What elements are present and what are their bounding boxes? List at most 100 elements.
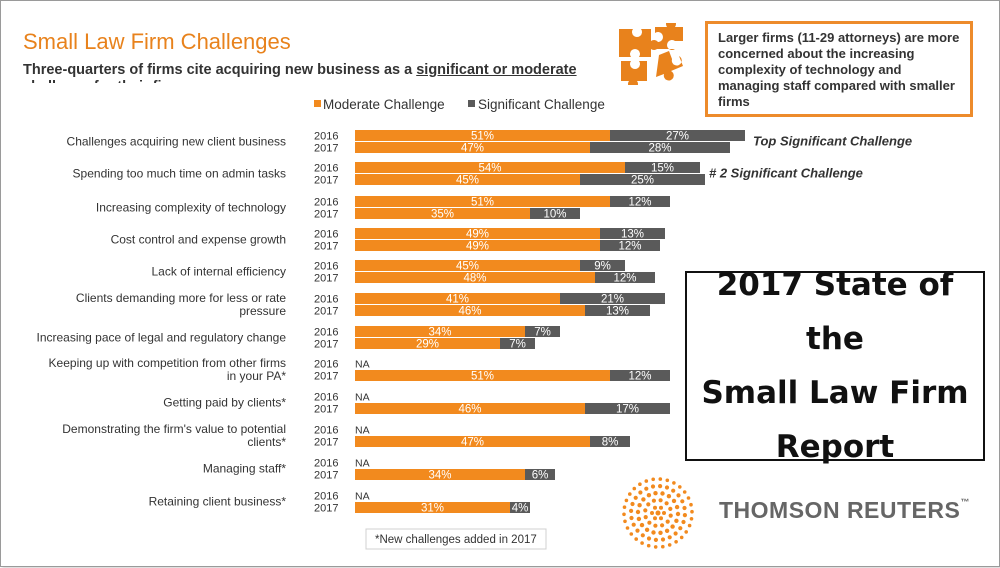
logo-dot <box>643 515 648 520</box>
data-label-significant: 17% <box>616 404 639 416</box>
logo-dot <box>678 485 682 489</box>
subtitle-part1: Three-quarters of firms cite acquiring n… <box>23 62 417 78</box>
category-label: Keeping up with competition from other f… <box>49 356 286 370</box>
logo-dot <box>659 505 663 510</box>
logo-dot <box>644 527 650 532</box>
year-tick-label: 2016 <box>314 327 338 339</box>
bar-moderate <box>355 196 610 207</box>
bar-significant <box>610 130 745 141</box>
legend-label-moderate: Moderate Challenge <box>323 97 445 112</box>
bar-moderate <box>355 305 585 316</box>
year-tick-label: 2017 <box>314 209 338 221</box>
year-tick-label: 2016 <box>314 425 338 437</box>
bar-moderate <box>355 228 600 239</box>
bar-significant <box>610 370 670 381</box>
year-tick-label: 2016 <box>314 261 338 273</box>
data-label-significant: 27% <box>666 131 689 143</box>
bar-moderate <box>355 208 530 219</box>
year-tick-label: 2017 <box>314 437 338 449</box>
category-label: Spending too much time on admin tasks <box>73 167 286 181</box>
logo-dot <box>678 526 683 531</box>
logo-dot <box>647 520 652 525</box>
bar-moderate <box>355 338 500 349</box>
logo-dot <box>670 524 675 529</box>
logo-dot <box>631 522 636 527</box>
bar-moderate <box>355 142 590 153</box>
bar-significant <box>560 293 665 304</box>
logo-dot <box>689 502 693 507</box>
logo-dot <box>684 530 688 534</box>
logo-dot <box>668 513 673 518</box>
bar-significant <box>585 403 670 414</box>
logo-dot <box>660 537 666 542</box>
logo-dot <box>634 537 638 541</box>
puzzle-icon <box>619 23 683 85</box>
category-label: Cost control and expense growth <box>111 233 286 247</box>
logo-dot <box>660 523 665 528</box>
data-label-significant: 15% <box>651 163 674 175</box>
logo-dot <box>653 545 658 549</box>
logo-dot <box>658 484 663 489</box>
logo-dot <box>674 504 680 510</box>
logo-dot <box>629 515 634 521</box>
legend-swatch-moderate <box>314 100 321 107</box>
legend-swatch-significant <box>468 100 475 107</box>
data-label-significant: 12% <box>618 241 641 253</box>
year-tick-label: 2017 <box>314 306 338 318</box>
data-label-moderate: 47% <box>461 143 484 155</box>
logo-dot <box>680 499 685 504</box>
logo-dot <box>633 495 638 500</box>
bar-significant <box>525 469 555 480</box>
bar-moderate <box>355 502 510 513</box>
logo-dot <box>676 493 681 498</box>
year-tick-label: 2017 <box>314 503 338 515</box>
logo-dot <box>628 492 632 496</box>
year-tick-label: 2016 <box>314 392 338 404</box>
category-label: pressure <box>239 304 286 318</box>
logo-dot <box>679 535 684 540</box>
data-label-moderate: 45% <box>456 261 479 273</box>
category-label: Retaining client business* <box>149 495 287 509</box>
footnote-text: *New challenges added in 2017 <box>375 534 537 546</box>
logo-dot <box>622 512 626 517</box>
bar-significant <box>500 338 535 349</box>
data-label-moderate: 45% <box>456 175 479 187</box>
logo-dot <box>674 540 678 544</box>
footnote-box <box>365 528 547 550</box>
logo-dot <box>637 503 642 508</box>
brand-text: THOMSON REUTERS <box>719 497 961 523</box>
data-label-significant: 7% <box>509 339 526 351</box>
logo-dot <box>689 517 694 521</box>
logo-dot <box>646 502 651 507</box>
report-title: 2017 State of the Small Law Firm Report <box>695 258 975 474</box>
logo-dot <box>665 519 670 524</box>
year-tick-label: 2016 <box>314 163 338 175</box>
data-label-moderate: 49% <box>466 229 489 241</box>
logo-dot <box>641 497 646 502</box>
data-label-moderate: 54% <box>478 163 501 175</box>
thomson-reuters-logo-icon <box>622 477 694 549</box>
year-tick-label: 2016 <box>314 294 338 306</box>
logo-dot <box>640 533 645 538</box>
slide-title: Small Law Firm Challenges <box>23 29 291 54</box>
year-tick-label: 2016 <box>314 458 338 470</box>
bar-significant <box>585 305 650 316</box>
data-label-moderate: 34% <box>428 470 451 482</box>
category-label: clients* <box>247 435 286 449</box>
bar-significant <box>600 240 660 251</box>
data-label-moderate: 47% <box>461 437 484 449</box>
data-label-significant: 10% <box>543 209 566 221</box>
year-tick-label: 2017 <box>314 175 338 187</box>
logo-dot <box>673 531 678 536</box>
logo-dot <box>644 479 649 483</box>
bar-significant <box>510 502 530 513</box>
chart-annotation: Top Significant Challenge <box>753 134 912 149</box>
bar-moderate <box>355 293 560 304</box>
logo-dot <box>675 511 681 517</box>
logo-dot <box>658 477 663 481</box>
year-tick-label: 2017 <box>314 241 338 253</box>
logo-dot <box>651 498 656 503</box>
data-label-moderate: 46% <box>458 306 481 318</box>
data-label-significant: 6% <box>532 470 549 482</box>
